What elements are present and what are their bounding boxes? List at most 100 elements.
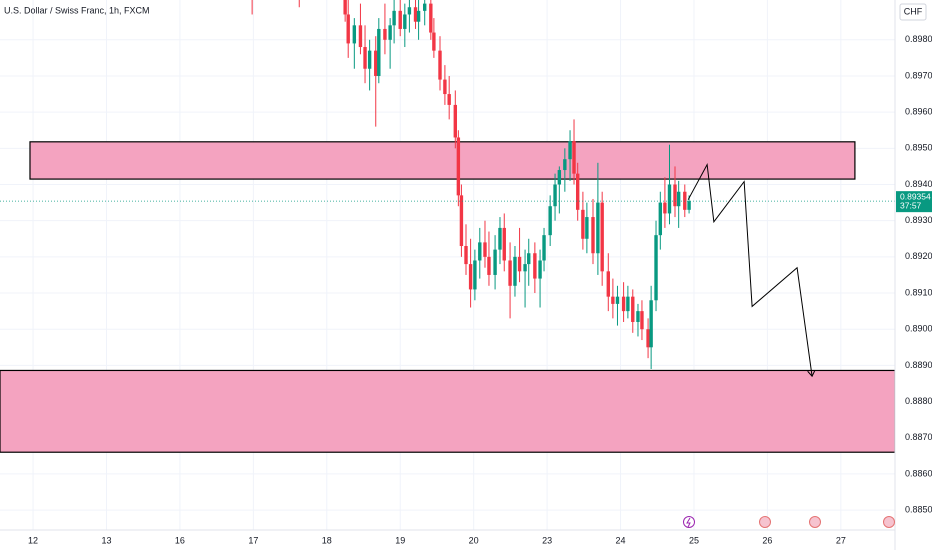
candle-body [621, 296, 626, 312]
candle-body [377, 28, 381, 76]
x-tick-label: 26 [762, 535, 772, 545]
candle-body [611, 296, 615, 304]
candle-body [438, 50, 442, 80]
candle-body [640, 311, 644, 330]
x-tick-label: 17 [248, 535, 258, 545]
candle-body [473, 260, 477, 290]
candle-body [687, 201, 691, 210]
candle-body [358, 25, 363, 48]
event-icon[interactable] [759, 516, 771, 528]
y-tick-label: 0.88500 [905, 504, 932, 514]
candle-body [542, 235, 546, 261]
candle-body [527, 253, 531, 265]
candle-body [548, 206, 552, 236]
currency-box[interactable] [899, 3, 927, 21]
candle-body [606, 271, 610, 297]
candle-body [663, 202, 667, 214]
candle-body [468, 264, 473, 290]
event-icon[interactable] [883, 516, 895, 528]
x-tick-label: 19 [395, 535, 405, 545]
candle-body [487, 256, 491, 275]
candle-body [443, 79, 447, 95]
candle-body [432, 32, 436, 51]
candle-body [459, 195, 464, 247]
zones [0, 141, 895, 453]
candle-body [673, 184, 677, 207]
candle-body [367, 50, 372, 69]
candle-body [363, 47, 367, 69]
event-icons [683, 516, 895, 528]
candle-body [585, 217, 589, 239]
countdown-label: 37:57 [900, 200, 922, 210]
candle-body [649, 300, 653, 348]
candle-body [352, 25, 357, 44]
x-tick-label: 12 [28, 535, 38, 545]
candle-body [654, 235, 658, 301]
candle-body [557, 170, 562, 185]
last-price-tag [896, 191, 932, 213]
event-icon[interactable] [683, 516, 695, 528]
candle-body [374, 50, 378, 76]
candle-body [456, 137, 461, 196]
chart-title: U.S. Dollar / Swiss Franc, 1h, FXCM [4, 5, 150, 15]
candle-body [407, 7, 412, 15]
currency-label: CHF [904, 6, 923, 16]
candle-body [513, 256, 517, 286]
candle-body [498, 227, 502, 250]
candle-body [563, 159, 567, 171]
candle-body [581, 209, 585, 239]
candle-body [508, 260, 512, 286]
candle-body [523, 264, 527, 272]
candle-body [343, 0, 347, 15]
x-tick-label: 18 [322, 535, 332, 545]
candle-body [502, 227, 506, 261]
zone [0, 369, 895, 453]
x-tick-label: 13 [101, 535, 111, 545]
candle-body [517, 256, 522, 272]
candle-body [413, 7, 418, 22]
event-icon[interactable] [809, 516, 821, 528]
x-tick-label: 27 [836, 535, 846, 545]
candle-body [493, 249, 497, 275]
candle-body [383, 28, 387, 40]
candle-body [453, 104, 458, 138]
candle-body [346, 14, 350, 44]
candle-body [533, 253, 537, 279]
candle-body [626, 296, 630, 312]
x-tick-label: 16 [175, 535, 185, 545]
x-tick-label: 20 [469, 535, 479, 545]
candle-body [423, 3, 427, 11]
candle-body [600, 202, 604, 272]
candle-body [667, 184, 672, 214]
candle-body [591, 217, 595, 254]
projection-path [687, 162, 812, 377]
candle-body [553, 184, 557, 207]
candle-body [429, 3, 433, 33]
candle-body [636, 311, 640, 322]
candle-body [572, 141, 576, 174]
candle-body [403, 14, 407, 29]
candle-body [646, 329, 650, 348]
candle-body [596, 202, 600, 254]
candle-body [658, 202, 663, 236]
candle-body [575, 173, 580, 210]
x-tick-label: 24 [616, 535, 626, 545]
candle-body [568, 141, 572, 160]
overlay [0, 162, 895, 377]
candle-body [483, 242, 487, 257]
candle-body [676, 191, 681, 207]
